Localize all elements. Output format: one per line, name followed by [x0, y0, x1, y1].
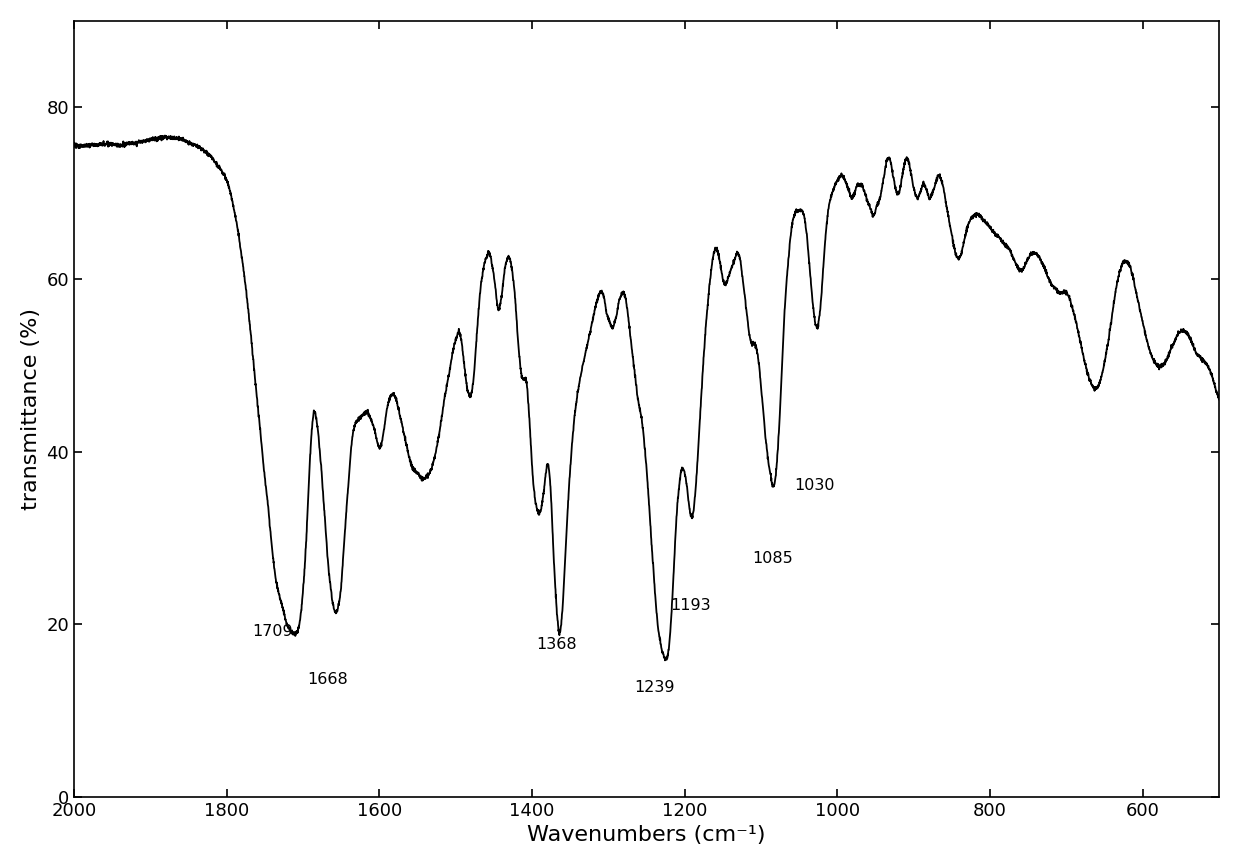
Text: 1193: 1193 [670, 598, 711, 613]
Text: 1085: 1085 [753, 551, 792, 566]
Text: 1239: 1239 [635, 681, 676, 695]
Text: 1030: 1030 [795, 478, 835, 493]
Text: 1368: 1368 [536, 637, 577, 652]
X-axis label: Wavenumbers (cm⁻¹): Wavenumbers (cm⁻¹) [527, 825, 766, 845]
Text: 1709: 1709 [252, 624, 293, 639]
Text: 1668: 1668 [308, 672, 348, 687]
Y-axis label: transmittance (%): transmittance (%) [21, 307, 41, 510]
